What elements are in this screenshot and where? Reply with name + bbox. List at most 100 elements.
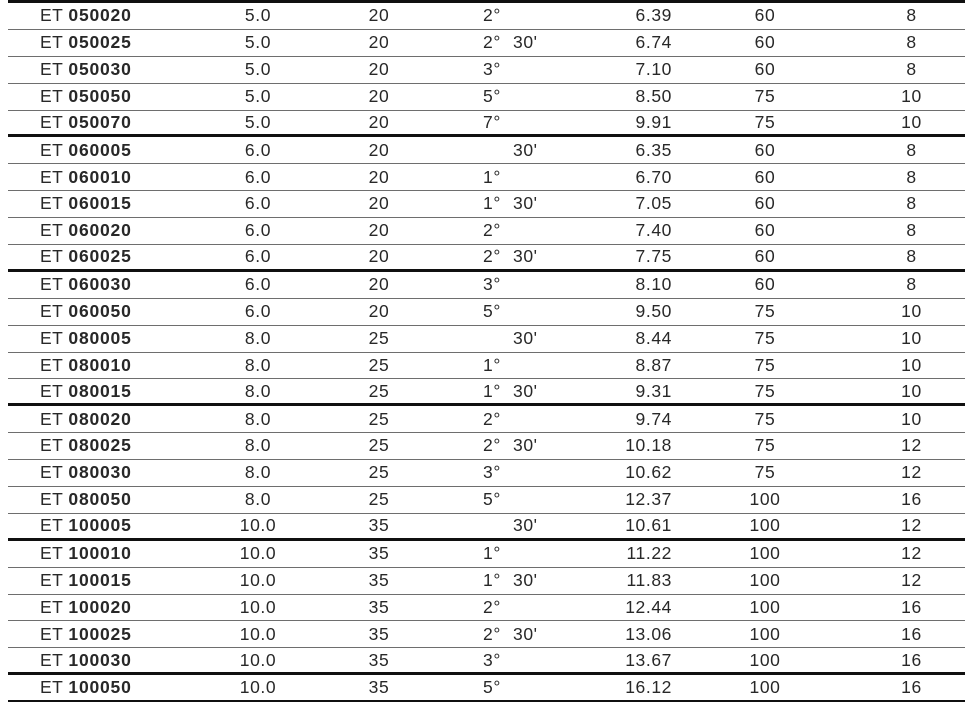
table-row: ET 060030 6.0 20 3° 8.10 60 8 [8,272,965,299]
dimension-cell: 12.37 [625,489,672,510]
length2-cell: 100 [749,676,781,697]
length-cell: 20 [368,85,390,106]
diameter-cell: 10.0 [239,596,277,617]
length2-cell: 60 [754,166,776,187]
angle-cell: 5° [440,87,608,106]
part-number-cell: ET 080030 [8,464,198,482]
angle-degrees: 2° [483,32,501,53]
table-row: ET 050025 5.0 20 2° 30' 6.74 60 8 [8,30,965,57]
length2-cell: 60 [754,274,776,295]
angle-degrees: 1° [483,569,501,590]
table-row: ET 100020 10.0 35 2° 12.44 100 16 [8,595,965,622]
dimension-cell: 11.83 [626,569,672,590]
part-prefix: ET [40,649,69,670]
angle-degrees [483,517,513,535]
table-row: ET 080020 8.0 25 2° 9.74 75 10 [8,406,965,434]
part-number-cell: ET 100020 [8,596,198,617]
angle-degrees: 2° [483,220,501,241]
part-prefix: ET [40,111,69,132]
dimension-cell: 9.74 [635,408,672,429]
diameter-cell: 8.0 [244,354,272,375]
shank-cell: 8 [906,32,917,53]
diameter-cell: 10.0 [239,569,277,590]
table-row: ET 100030 10.0 35 3° 13.67 100 16 [8,648,965,676]
part-prefix: ET [40,435,69,456]
part-code: 080005 [68,327,132,348]
dimension-cell: 8.10 [635,274,672,295]
table-row: ET 050020 5.0 20 2° 6.39 60 8 [8,3,965,30]
angle-degrees: 7° [483,111,501,132]
shank-cell: 12 [901,435,922,456]
length2-cell: 100 [749,596,781,617]
angle-cell: 3° [440,464,608,482]
angle-degrees: 5° [483,300,501,321]
angle-degrees: 5° [483,489,501,510]
shank-cell: 12 [901,569,922,590]
length2-cell: 75 [754,327,776,348]
diameter-cell: 10.0 [239,649,277,670]
part-prefix: ET [40,5,69,26]
part-prefix: ET [40,489,69,510]
length2-cell: 60 [754,58,776,79]
length-cell: 25 [368,462,390,483]
part-prefix: ET [40,515,69,536]
part-prefix: ET [40,380,69,401]
diameter-cell: 6.0 [244,274,272,295]
part-code: 080050 [68,489,132,510]
angle-degrees: 1° [483,380,501,401]
angle-cell: 1° 30' [440,380,608,401]
angle-cell: 2° [440,222,608,240]
part-code: 060050 [68,300,132,321]
part-code: 060015 [68,193,132,214]
part-code: 100020 [68,596,132,617]
length2-cell: 100 [749,623,781,644]
part-prefix: ET [40,354,69,375]
dimension-cell: 11.22 [626,543,672,563]
length-cell: 35 [368,623,390,644]
part-number-cell: ET 050020 [8,5,198,26]
angle-degrees: 3° [483,58,501,79]
length-cell: 20 [368,300,390,321]
part-number-cell: ET 060015 [8,195,198,213]
part-prefix: ET [40,623,69,644]
diameter-cell: 5.0 [244,32,272,53]
angle-minutes: 30' [513,569,538,590]
shank-cell: 10 [901,111,922,132]
length2-cell: 75 [754,380,776,401]
part-prefix: ET [40,193,69,214]
part-number-cell: ET 080005 [8,327,198,348]
angle-degrees: 1° [483,193,501,214]
part-code: 100010 [68,543,132,563]
length-cell: 25 [368,380,390,401]
length-cell: 20 [368,274,390,295]
part-prefix: ET [40,462,69,483]
length2-cell: 60 [754,193,776,214]
angle-cell: 30' [440,329,608,348]
part-number-cell: ET 080025 [8,437,198,455]
part-prefix: ET [40,58,69,79]
shank-cell: 10 [901,300,922,321]
dimension-cell: 12.44 [625,596,672,617]
diameter-cell: 5.0 [244,58,272,79]
diameter-cell: 10.0 [239,515,277,536]
angle-minutes: 30' [513,139,538,160]
angle-degrees: 3° [483,649,501,670]
part-number-cell: ET 100030 [8,649,198,670]
angle-minutes: 30' [513,246,538,267]
diameter-cell: 5.0 [244,5,272,26]
length-cell: 25 [368,408,390,429]
part-code: 080030 [68,462,132,483]
dimension-cell: 10.18 [625,435,672,456]
length-cell: 35 [368,569,390,590]
diameter-cell: 5.0 [244,85,272,106]
part-number-cell: ET 060025 [8,247,198,266]
shank-cell: 12 [901,543,922,563]
part-code: 100005 [68,515,132,536]
length-cell: 35 [368,596,390,617]
shank-cell: 10 [901,408,922,429]
angle-degrees: 5° [483,676,501,697]
angle-cell: 3° [440,276,608,294]
part-number-cell: ET 100050 [8,678,198,697]
shank-cell: 10 [901,85,922,106]
